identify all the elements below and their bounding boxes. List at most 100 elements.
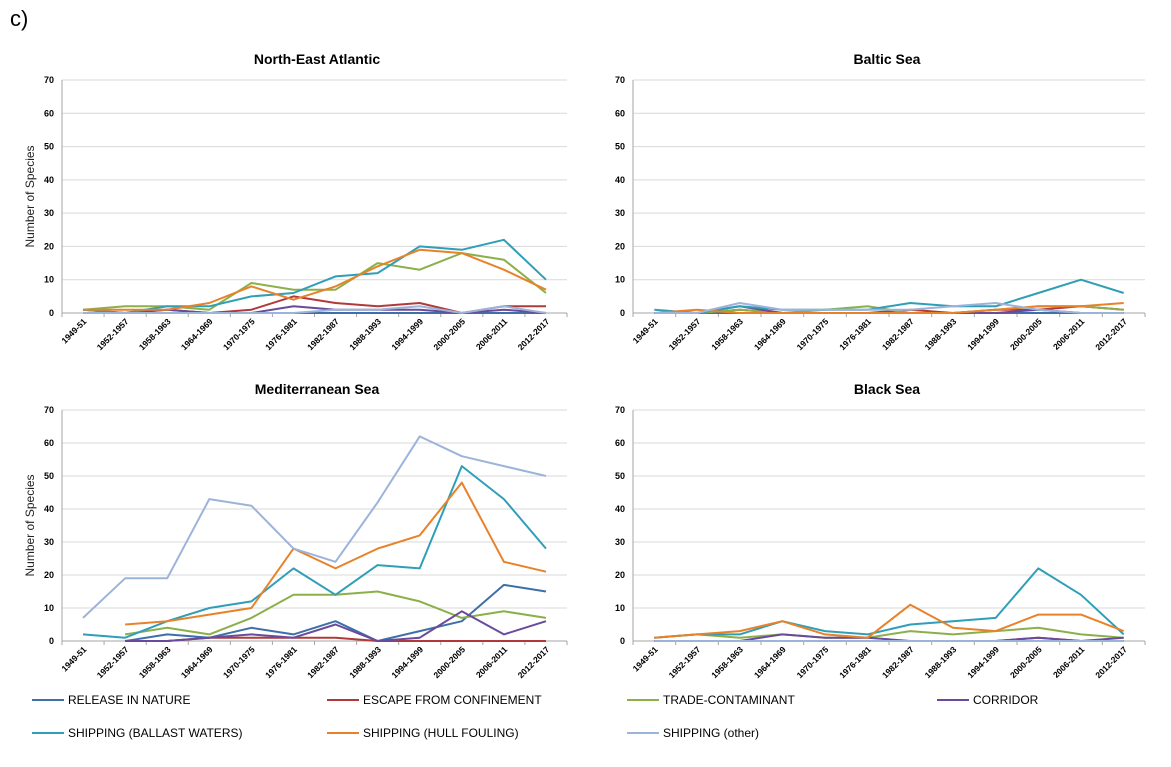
y-tick-label: 30: [615, 208, 625, 218]
x-tick-label: 1976-1981: [837, 644, 873, 680]
y-tick-label: 0: [49, 308, 54, 318]
x-tick-label: 1976-1981: [263, 644, 299, 680]
x-tick-label: 1964-1969: [752, 316, 788, 352]
x-tick-label: 1964-1969: [179, 644, 215, 680]
series-line-shipping-ballast-waters: [654, 278, 1124, 314]
x-tick-label: 2012-2017: [516, 316, 552, 352]
x-tick-label: 1982-1987: [305, 316, 341, 352]
y-tick-label: 70: [615, 405, 625, 415]
x-tick-label: 1952-1957: [667, 316, 703, 352]
x-tick-label: 1994-1999: [389, 316, 425, 352]
series-line-trade-contaminant: [82, 252, 547, 311]
x-tick-label: 1952-1957: [95, 644, 131, 680]
y-tick-label: 20: [44, 241, 54, 251]
x-tick-label: 1958-1963: [709, 316, 745, 352]
x-tick-label: 1970-1975: [795, 644, 831, 680]
x-tick-label: 1949-51: [631, 644, 660, 673]
series-line-trade-contaminant: [124, 590, 547, 636]
y-tick-label: 10: [44, 275, 54, 285]
y-tick-label: 60: [44, 438, 54, 448]
series-line-shipping-ballast-waters: [654, 567, 1125, 639]
x-tick-label: 1958-1963: [709, 644, 745, 680]
series-line-shipping-ballast-waters: [82, 238, 547, 314]
x-tick-label: 1982-1987: [305, 644, 341, 680]
x-tick-label: 2012-2017: [516, 644, 552, 680]
x-tick-label: 1952-1957: [667, 644, 703, 680]
y-tick-label: 20: [615, 570, 625, 580]
y-axis-label: Number of Species: [23, 145, 37, 247]
panel-label: c): [10, 6, 29, 31]
y-tick-label: 30: [615, 537, 625, 547]
x-tick-label: 1970-1975: [795, 316, 831, 352]
y-tick-label: 70: [44, 75, 54, 85]
x-tick-label: 1970-1975: [221, 316, 257, 352]
x-tick-label: 1994-1999: [389, 644, 425, 680]
chart-panel-4: Black Sea 0 10 20 30 40 50 60 70 1949-51 1952-1957…: [615, 381, 1146, 680]
series-line-shipping-other: [83, 305, 547, 314]
y-tick-label: 50: [44, 142, 54, 152]
y-axis-label: Number of Species: [23, 474, 37, 576]
x-tick-label: 1949-51: [631, 316, 660, 345]
chart-title: Mediterranean Sea: [255, 381, 380, 397]
x-tick-label: 1982-1987: [880, 644, 916, 680]
x-tick-label: 2006-2011: [1051, 316, 1087, 352]
x-tick-label: 2000-2005: [431, 316, 467, 352]
x-tick-label: 1994-1999: [965, 644, 1001, 680]
y-tick-label: 0: [620, 308, 625, 318]
y-tick-label: 40: [615, 504, 625, 514]
x-tick-label: 2006-2011: [474, 644, 510, 680]
x-tick-label: 1976-1981: [837, 316, 873, 352]
x-tick-label: 2006-2011: [474, 316, 510, 352]
x-tick-label: 1964-1969: [752, 644, 788, 680]
x-tick-label: 1952-1957: [95, 316, 131, 352]
y-tick-label: 40: [615, 175, 625, 185]
series-line-trade-contaminant: [654, 626, 1124, 639]
y-tick-label: 50: [44, 471, 54, 481]
y-tick-label: 40: [44, 504, 54, 514]
y-tick-label: 0: [620, 636, 625, 646]
x-tick-label: 1949-51: [59, 316, 88, 345]
y-tick-label: 30: [44, 208, 54, 218]
x-tick-label: 1958-1963: [137, 644, 173, 680]
x-tick-label: 2000-2005: [431, 644, 467, 680]
y-tick-label: 20: [615, 241, 625, 251]
x-tick-label: 1988-1993: [347, 316, 383, 352]
x-tick-label: 1964-1969: [179, 316, 215, 352]
series-line-shipping-other: [654, 302, 1124, 314]
series-line-shipping-hull-fouling: [654, 302, 1124, 314]
series-line-shipping-other: [82, 435, 547, 619]
series-line-release-in-nature: [124, 583, 547, 642]
y-tick-label: 70: [615, 75, 625, 85]
chart-title: Baltic Sea: [854, 51, 921, 67]
series-line-shipping-ballast-waters: [82, 465, 547, 639]
y-tick-label: 10: [615, 275, 625, 285]
x-tick-label: 2000-2005: [1008, 316, 1044, 352]
y-tick-label: 20: [44, 570, 54, 580]
x-tick-label: 1976-1981: [263, 316, 299, 352]
y-tick-label: 50: [615, 142, 625, 152]
x-tick-label: 1988-1993: [347, 644, 383, 680]
chart-panel-1: North-East Atlantic 0 10 20 30 40 50 60 70 1949-5…: [23, 51, 568, 352]
x-tick-label: 1988-1993: [923, 644, 959, 680]
y-tick-label: 70: [44, 405, 54, 415]
x-tick-label: 1958-1963: [137, 316, 173, 352]
series-line-shipping-hull-fouling: [654, 603, 1125, 639]
x-tick-label: 2012-2017: [1093, 644, 1129, 680]
x-tick-label: 1994-1999: [965, 316, 1001, 352]
y-tick-label: 0: [49, 636, 54, 646]
series-line-corridor: [125, 610, 547, 642]
x-tick-label: 1988-1993: [923, 316, 959, 352]
y-tick-label: 30: [44, 537, 54, 547]
y-tick-label: 10: [44, 603, 54, 613]
chart-title: Black Sea: [854, 381, 920, 397]
x-tick-label: 1982-1987: [880, 316, 916, 352]
chart-title: North-East Atlantic: [254, 51, 380, 67]
y-tick-label: 10: [615, 603, 625, 613]
y-tick-label: 60: [615, 438, 625, 448]
x-tick-label: 2012-2017: [1093, 316, 1129, 352]
chart-panel-2: Baltic Sea 0 10 20 30 40 50 60 70 1949-51 1952-195…: [615, 51, 1146, 352]
x-tick-label: 1970-1975: [221, 644, 257, 680]
series-line-shipping-hull-fouling: [125, 481, 547, 626]
